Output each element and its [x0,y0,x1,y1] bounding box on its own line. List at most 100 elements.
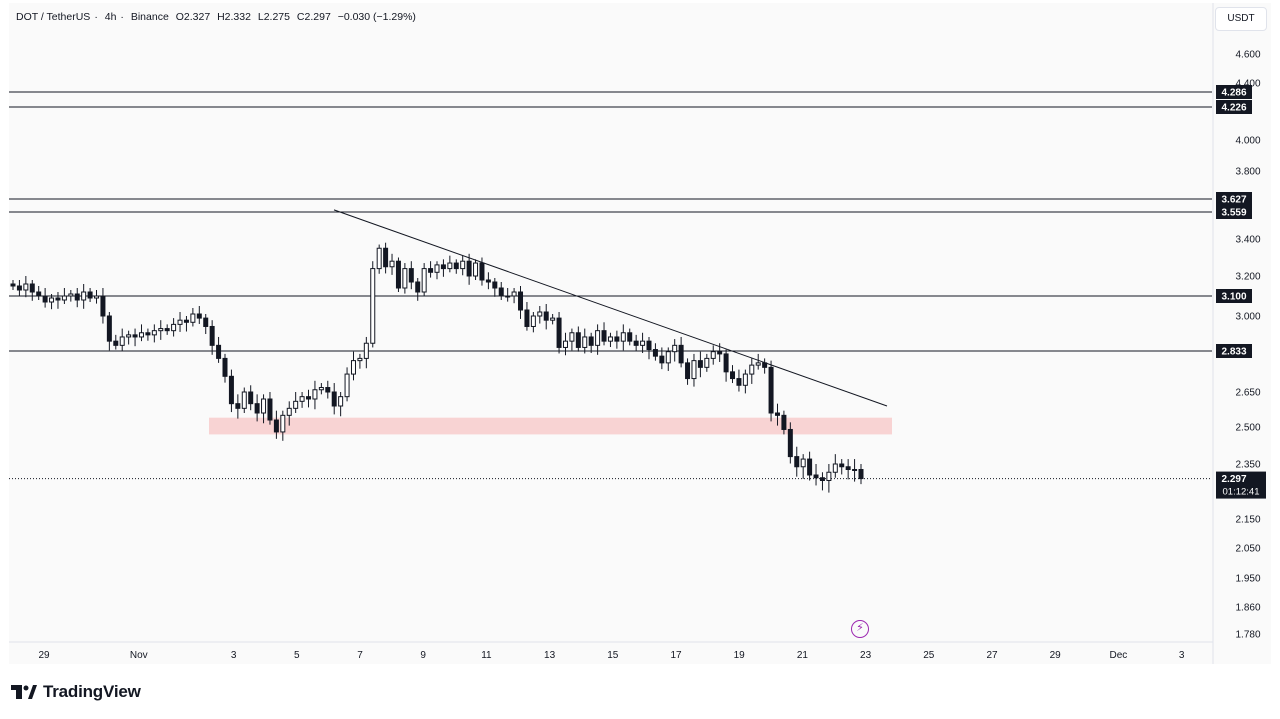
trend-line [333,209,888,407]
candle-down [819,477,825,481]
candle-down [479,262,485,281]
symbol-name[interactable]: DOT / TetherUS [16,11,91,23]
candle-down [768,366,774,414]
price-level-tag-bg [1216,289,1252,303]
candle-up [318,387,324,391]
candle-down [813,474,819,479]
y-tick-label: 1.860 [1235,603,1260,614]
candle-down [466,260,472,277]
y-tick-label: 2.500 [1235,423,1260,434]
candle-down [196,313,202,319]
candle-down [254,403,260,414]
candle-down [306,396,312,400]
current-price-tag: 2.297 [1221,474,1246,485]
candle-down [55,297,61,301]
chart-panel[interactable] [9,3,1271,664]
y-tick-label: 2.150 [1235,515,1260,526]
open-value: O2.327 [175,11,211,23]
candle-up [640,340,646,346]
candle-up [852,469,858,471]
candle-down [697,360,703,368]
candle-up [312,389,318,400]
candle-up [704,357,710,368]
price-level-tag-bg [1216,85,1252,99]
candle-down [29,283,35,293]
support-zone [209,417,892,435]
candle-down [440,264,446,270]
x-tick-label: 11 [481,650,492,661]
y-tick-label: 1.950 [1235,574,1260,585]
interval-label[interactable]: 4h [104,11,117,23]
candle-down [588,336,594,346]
candle-up [190,313,196,323]
candle-up [749,364,755,375]
candle-up [505,295,511,298]
candle-up [293,400,299,409]
candle-up [177,319,183,325]
x-tick-label: 5 [294,650,300,661]
y-tick-label: 3.400 [1235,235,1260,246]
price-level-tag-bg [1216,192,1252,206]
candle-up [800,458,806,468]
candle-up [530,315,536,327]
candle-up [363,342,369,359]
high-value: H2.332 [217,11,251,23]
candle-up [49,297,55,303]
candle-up [357,357,363,362]
x-tick-label: 29 [38,650,50,661]
candle-down [331,391,337,407]
candle-up [61,295,67,301]
x-tick-label: 13 [544,650,556,661]
candle-down [132,334,138,338]
candle-up [460,260,466,270]
candle-down [106,315,112,342]
candle-down [633,340,639,346]
candle-up [402,268,408,289]
candle-up [370,268,376,344]
candle-up [23,283,29,291]
price-level-tag: 3.559 [1221,208,1246,219]
candle-down [74,293,80,301]
candle-down [524,309,530,327]
x-tick-label: 25 [923,650,935,661]
candle-down [543,311,549,321]
x-tick-label: 3 [231,650,237,661]
candle-up [550,317,556,321]
candle-down [845,466,851,470]
candle-up [511,291,517,297]
candle-down [646,340,652,351]
y-tick-label: 3.000 [1235,312,1260,323]
price-level-tag: 4.286 [1221,88,1246,99]
candle-down [428,268,434,273]
y-tick-label: 4.000 [1235,136,1260,147]
change-value: −0.030 (−1.29%) [337,11,416,23]
candle-up [241,391,247,409]
price-level-tag: 2.833 [1221,347,1246,358]
candle-up [434,264,440,273]
x-tick-label: 27 [986,650,998,661]
exchange-label: Binance [130,11,169,23]
candle-down [228,375,234,405]
price-level-tag: 3.100 [1221,292,1246,303]
x-tick-label: 21 [797,650,809,661]
candle-down [100,295,106,317]
y-tick-label: 4.400 [1235,79,1260,90]
x-tick-label: Dec [1110,650,1128,661]
y-tick-label: 2.650 [1235,388,1260,399]
candle-down [87,291,93,299]
candle-up [126,334,132,338]
candle-up [286,407,292,416]
candle-down [42,295,48,303]
x-tick-label: 17 [670,650,682,661]
candle-down [408,268,414,283]
candle-up [261,398,267,414]
tradingview-logo[interactable]: TradingView [11,682,141,702]
candle-up [742,373,748,386]
candle-down [164,328,170,332]
candle-up [344,373,350,398]
candle-up [171,323,177,332]
currency-button[interactable]: USDT [1215,7,1267,31]
lightning-icon[interactable]: ⚡ [851,620,869,638]
candle-down [113,340,119,346]
